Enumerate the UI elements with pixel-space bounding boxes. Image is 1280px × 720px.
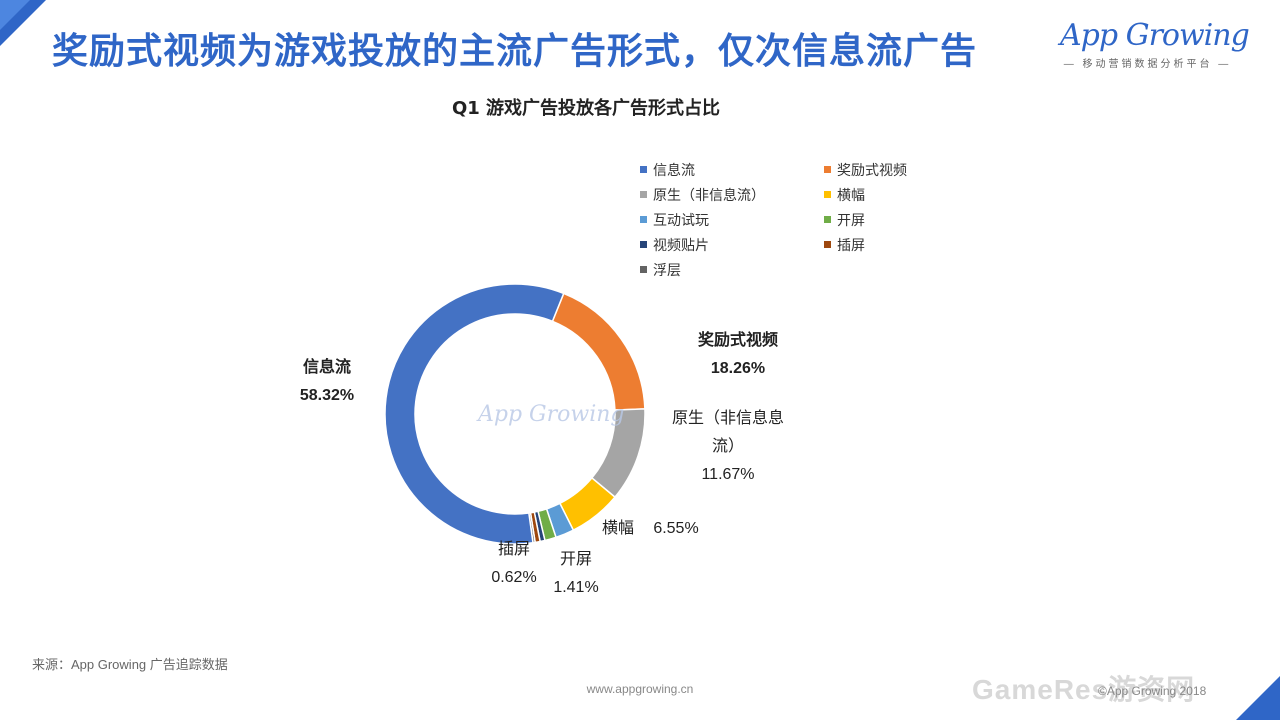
- legend-item: 奖励式视频: [824, 160, 960, 179]
- data-label-yuansheng: 原生（非信息息 流） 11.67%: [670, 405, 786, 489]
- data-label-name: 信息流: [302, 359, 351, 376]
- data-label-name: 奖励式视频: [697, 332, 778, 349]
- legend-swatch: [824, 191, 831, 198]
- data-label-hengfu-name: 横幅: [601, 520, 634, 537]
- corner-decoration-bottom-right: [1236, 676, 1280, 720]
- data-label-hengfu-value: 6.55%: [653, 520, 699, 537]
- legend-item: 开屏: [824, 210, 960, 229]
- legend-item: 原生（非信息流）: [640, 185, 824, 204]
- corner-decoration-top-left-inner: [0, 0, 30, 30]
- legend-item: 视频贴片: [640, 235, 824, 254]
- logo-watermark: App Growing: [478, 402, 625, 427]
- data-label-chaping: 插屏 0.62%: [484, 536, 544, 592]
- data-label-value: 11.67%: [701, 466, 755, 483]
- legend-item: 浮层: [640, 260, 824, 279]
- legend-label: 横幅: [837, 186, 865, 203]
- data-label-kaiping: 开屏 1.41%: [546, 546, 606, 602]
- legend-swatch: [640, 266, 647, 273]
- legend-item: 横幅: [824, 185, 960, 204]
- legend-item: 信息流: [640, 160, 824, 179]
- legend-swatch: [640, 241, 647, 248]
- site-watermark: GameRes游资网: [972, 674, 1196, 705]
- footer-url: www.appgrowing.cn: [586, 682, 694, 696]
- source-note: 来源：App Growing 广告追踪数据: [32, 657, 228, 672]
- legend-label: 视频贴片: [653, 236, 709, 253]
- chart-legend: 信息流 奖励式视频原生（非信息流） 横幅互动试玩 开屏视频贴片 插屏浮层: [640, 160, 960, 279]
- page-title: 奖励式视频为游戏投放的主流广告形式，仅次信息流广告: [52, 31, 978, 72]
- legend-label: 插屏: [837, 236, 865, 253]
- logo-subtitle: — 移动营销数据分析平台 —: [1063, 59, 1232, 70]
- data-label-name: 开屏: [559, 551, 592, 568]
- app-growing-logo: App Growing — 移动营销数据分析平台 —: [1060, 18, 1250, 78]
- data-label-xinxiliu: 信息流 58.32%: [292, 354, 362, 410]
- legend-label: 奖励式视频: [837, 161, 907, 178]
- legend-label: 互动试玩: [653, 211, 709, 228]
- copyright: ©App Growing 2018: [1098, 684, 1207, 698]
- donut-slice: [384, 283, 565, 545]
- legend-swatch: [824, 216, 831, 223]
- legend-swatch: [640, 191, 647, 198]
- legend-label: 信息流: [653, 161, 695, 178]
- legend-item: 插屏: [824, 235, 960, 254]
- donut-slice: [551, 292, 646, 411]
- legend-swatch: [640, 216, 647, 223]
- legend-label: 浮层: [653, 261, 681, 278]
- legend-label: 开屏: [837, 211, 865, 228]
- data-label-value: 0.62%: [491, 569, 537, 586]
- data-label-name: 流）: [711, 438, 744, 455]
- chart-title: Q1 游戏广告投放各广告形式占比: [451, 98, 721, 119]
- legend-swatch: [824, 241, 831, 248]
- legend-item: 互动试玩: [640, 210, 824, 229]
- data-label-name: 原生（非信息息: [671, 410, 784, 427]
- data-label-value: 18.26%: [710, 360, 766, 377]
- legend-swatch: [824, 166, 831, 173]
- data-label-jiangli: 奖励式视频 18.26%: [690, 327, 786, 383]
- data-label-value: 1.41%: [553, 579, 599, 596]
- logo-text: App Growing: [1060, 18, 1250, 53]
- data-label-value: 58.32%: [299, 387, 355, 404]
- data-label-name: 插屏: [497, 541, 530, 558]
- legend-label: 原生（非信息流）: [653, 186, 765, 203]
- legend-swatch: [640, 166, 647, 173]
